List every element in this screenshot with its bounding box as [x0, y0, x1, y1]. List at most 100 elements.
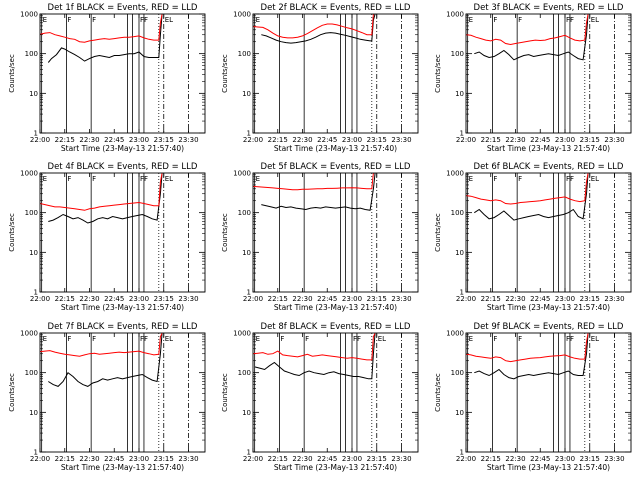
x-tick-label: 23:30 [604, 455, 624, 463]
event-marker-label: F [518, 175, 522, 183]
y-tick-label: 100 [238, 209, 251, 217]
y-axis-label: Counts/sec [221, 373, 229, 412]
series-line-lld [253, 173, 376, 191]
x-axis-label: Start Time (23-May-13 21:57:40) [487, 144, 610, 153]
x-tick-label: 23:30 [604, 136, 624, 144]
x-axis-label: Start Time (23-May-13 21:57:40) [274, 144, 397, 153]
x-tick-label: 23:00 [129, 295, 149, 303]
event-marker-label: E [43, 16, 47, 24]
event-marker-label: F [518, 16, 522, 24]
event-marker-label: EL [165, 175, 173, 183]
x-axis-label: Start Time (23-May-13 21:57:40) [487, 303, 610, 312]
event-marker-label: E [256, 16, 260, 24]
x-tick-label: 22:30 [79, 295, 99, 303]
detector-panel-6: Det 6f BLACK = Events, RED = LLD Counts/s… [434, 162, 632, 312]
event-marker-label: EL [165, 335, 173, 343]
x-tick-label: 23:30 [178, 455, 198, 463]
panel-title: Det 8f BLACK = Events, RED = LLD [261, 322, 411, 332]
x-tick-label: 23:00 [555, 295, 575, 303]
x-tick-label: 23:30 [178, 136, 198, 144]
detector-panel-9: Det 9f BLACK = Events, RED = LLD Counts/s… [434, 322, 632, 472]
plot-frame [465, 172, 632, 293]
x-tick-label: 22:45 [530, 295, 550, 303]
series-line-events [47, 14, 163, 63]
x-tick-label: 22:15 [481, 295, 501, 303]
plot-frame [39, 13, 206, 134]
y-tick-label: 100 [238, 50, 251, 58]
x-tick-label: 22:15 [55, 295, 75, 303]
y-tick-label: 1000 [20, 330, 38, 338]
series-line-lld [40, 173, 163, 211]
y-tick-label: 10 [242, 249, 251, 257]
detector-panel-5: Det 5f BLACK = Events, RED = LLD Counts/s… [221, 162, 419, 312]
y-axis-label: Counts/sec [434, 213, 442, 252]
event-marker-label: F [305, 335, 309, 343]
x-tick-label: 23:00 [342, 455, 362, 463]
plot-frame [252, 172, 419, 293]
x-tick-label: 23:15 [580, 136, 600, 144]
y-tick-label: 100 [451, 50, 464, 58]
detector-panel-4: Det 4f BLACK = Events, RED = LLD Counts/s… [8, 162, 206, 312]
panel-title: Det 1f BLACK = Events, RED = LLD [48, 3, 198, 13]
x-tick-label: 22:15 [55, 455, 75, 463]
x-axis-label: Start Time (23-May-13 21:57:40) [61, 303, 184, 312]
y-axis-label: Counts/sec [221, 213, 229, 252]
x-tick-label: 22:15 [268, 136, 288, 144]
x-tick-label: 22:30 [505, 295, 525, 303]
y-tick-label: 1000 [20, 11, 38, 19]
y-tick-label: 1000 [446, 170, 464, 178]
series-line-events [261, 173, 376, 211]
y-tick-label: 100 [25, 50, 38, 58]
series-line-lld [253, 14, 376, 39]
x-tick-label: 22:00 [456, 455, 476, 463]
x-tick-label: 22:00 [30, 455, 50, 463]
y-tick-label: 1000 [233, 11, 251, 19]
event-marker-label: F [92, 16, 96, 24]
x-tick-label: 22:00 [243, 136, 263, 144]
event-marker-label: E [256, 335, 260, 343]
series-line-events [474, 333, 589, 380]
series-line-lld [466, 173, 589, 205]
event-marker-label: F [493, 16, 497, 24]
x-tick-label: 22:30 [505, 455, 525, 463]
event-marker-label: E [469, 175, 473, 183]
panel-title: Det 6f BLACK = Events, RED = LLD [474, 162, 624, 172]
event-marker-label: F [493, 175, 497, 183]
y-tick-label: 1000 [20, 170, 38, 178]
event-marker-label: EL [378, 335, 386, 343]
event-marker-label: F [280, 335, 284, 343]
y-tick-label: 1 [34, 449, 38, 457]
y-tick-label: 1 [460, 130, 464, 138]
x-tick-label: 23:00 [129, 136, 149, 144]
event-marker-label: F [493, 335, 497, 343]
y-axis-label: Counts/sec [8, 373, 16, 412]
y-tick-label: 100 [451, 369, 464, 377]
y-tick-label: 1000 [446, 330, 464, 338]
series-line-events [474, 14, 589, 61]
event-marker-label: F [92, 335, 96, 343]
x-tick-label: 23:00 [342, 136, 362, 144]
series-line-lld [253, 333, 376, 361]
detector-panel-8: Det 8f BLACK = Events, RED = LLD Counts/s… [221, 322, 419, 472]
x-tick-label: 22:15 [268, 295, 288, 303]
x-tick-label: 23:15 [367, 136, 387, 144]
x-tick-label: 23:00 [129, 455, 149, 463]
y-tick-label: 100 [25, 209, 38, 217]
y-tick-label: 10 [242, 409, 251, 417]
event-marker-label: F [67, 335, 71, 343]
x-tick-label: 23:30 [391, 136, 411, 144]
series-line-events [261, 14, 376, 44]
x-tick-label: 22:00 [30, 136, 50, 144]
x-axis-label: Start Time (23-May-13 21:57:40) [61, 144, 184, 153]
x-tick-label: 23:15 [367, 455, 387, 463]
x-tick-label: 22:30 [79, 136, 99, 144]
event-marker-label: EL [165, 16, 173, 24]
y-tick-label: 10 [242, 90, 251, 98]
series-line-lld [466, 14, 589, 46]
x-tick-label: 22:00 [30, 295, 50, 303]
event-marker-label: E [43, 175, 47, 183]
x-tick-label: 23:15 [580, 455, 600, 463]
panel-title: Det 3f BLACK = Events, RED = LLD [474, 3, 624, 13]
y-tick-label: 1 [460, 289, 464, 297]
